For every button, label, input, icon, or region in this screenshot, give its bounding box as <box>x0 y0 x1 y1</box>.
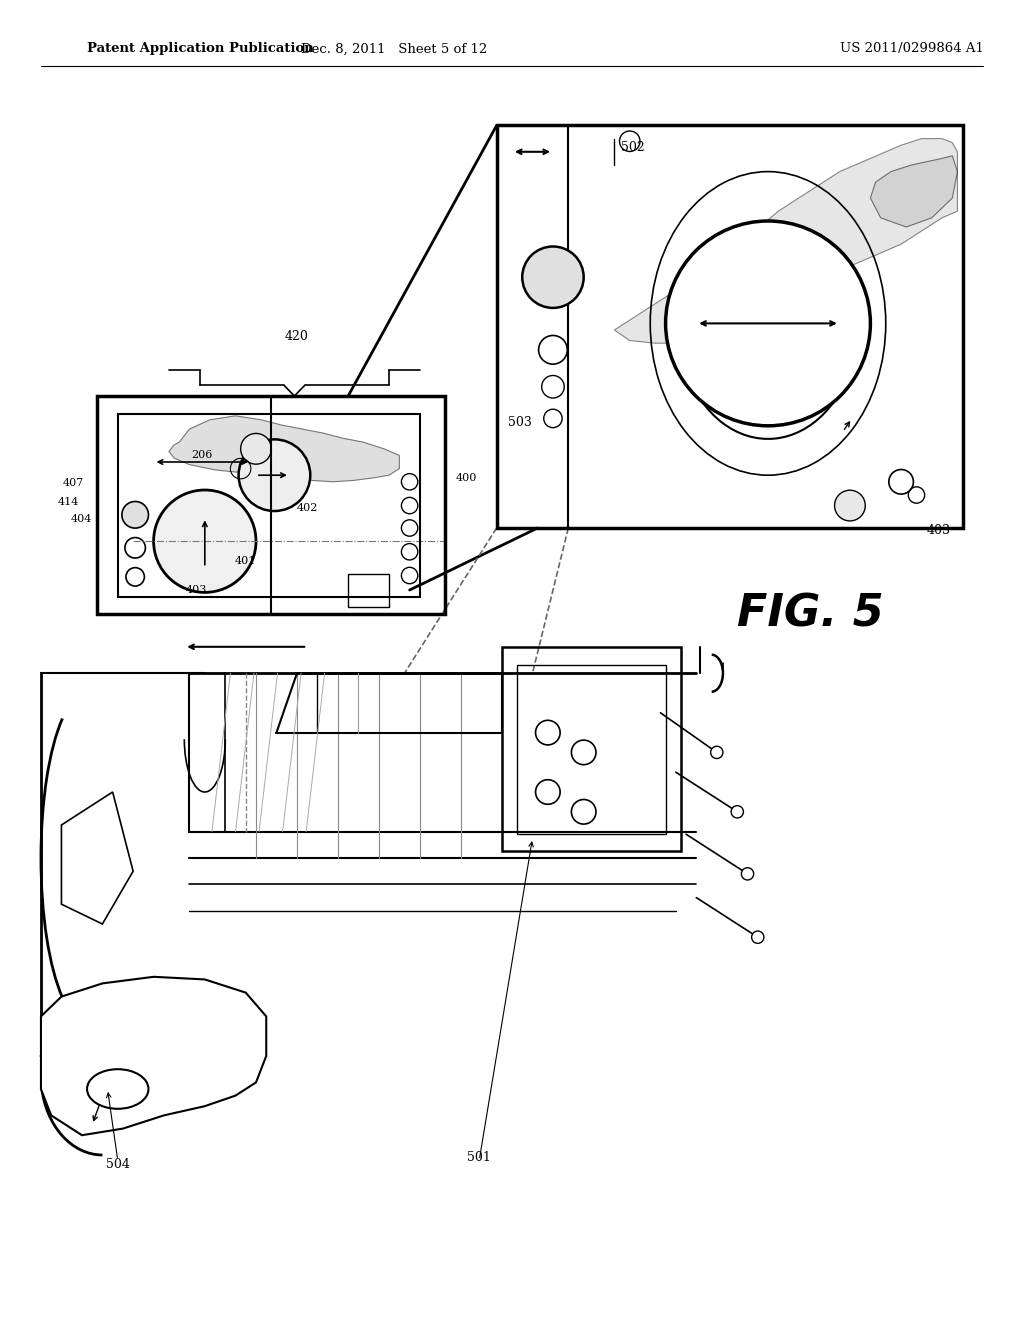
Text: 503: 503 <box>508 416 532 429</box>
Circle shape <box>522 247 584 308</box>
Bar <box>517 665 666 834</box>
Circle shape <box>741 867 754 880</box>
Polygon shape <box>41 977 266 1135</box>
Text: Patent Application Publication: Patent Application Publication <box>87 42 313 55</box>
Text: 504: 504 <box>105 1158 130 1171</box>
Bar <box>497 125 963 528</box>
Text: 403: 403 <box>927 524 950 537</box>
Circle shape <box>752 931 764 944</box>
Text: 501: 501 <box>467 1151 492 1164</box>
Polygon shape <box>870 156 957 227</box>
Circle shape <box>711 746 723 759</box>
Text: 402: 402 <box>297 503 318 513</box>
Text: 502: 502 <box>621 141 645 154</box>
Text: FIG. 5: FIG. 5 <box>737 593 884 635</box>
Circle shape <box>731 805 743 818</box>
Circle shape <box>241 433 271 465</box>
Text: 400: 400 <box>456 473 477 483</box>
Text: 403: 403 <box>186 585 207 595</box>
Text: 206: 206 <box>191 450 212 461</box>
Text: 414: 414 <box>57 496 79 507</box>
Bar <box>118 414 420 597</box>
Polygon shape <box>169 416 399 482</box>
Text: 404: 404 <box>71 513 92 524</box>
Circle shape <box>835 490 865 521</box>
Polygon shape <box>614 139 957 343</box>
Text: US 2011/0299864 A1: US 2011/0299864 A1 <box>840 42 984 55</box>
Text: Dec. 8, 2011   Sheet 5 of 12: Dec. 8, 2011 Sheet 5 of 12 <box>301 42 487 55</box>
Polygon shape <box>61 792 133 924</box>
Text: 407: 407 <box>62 478 84 488</box>
Circle shape <box>239 440 310 511</box>
Bar <box>348 574 389 607</box>
Circle shape <box>666 220 870 426</box>
Bar <box>502 647 681 851</box>
Circle shape <box>154 490 256 593</box>
Circle shape <box>122 502 148 528</box>
Bar <box>97 396 445 614</box>
Text: 401: 401 <box>236 556 256 566</box>
Text: 420: 420 <box>285 330 309 343</box>
